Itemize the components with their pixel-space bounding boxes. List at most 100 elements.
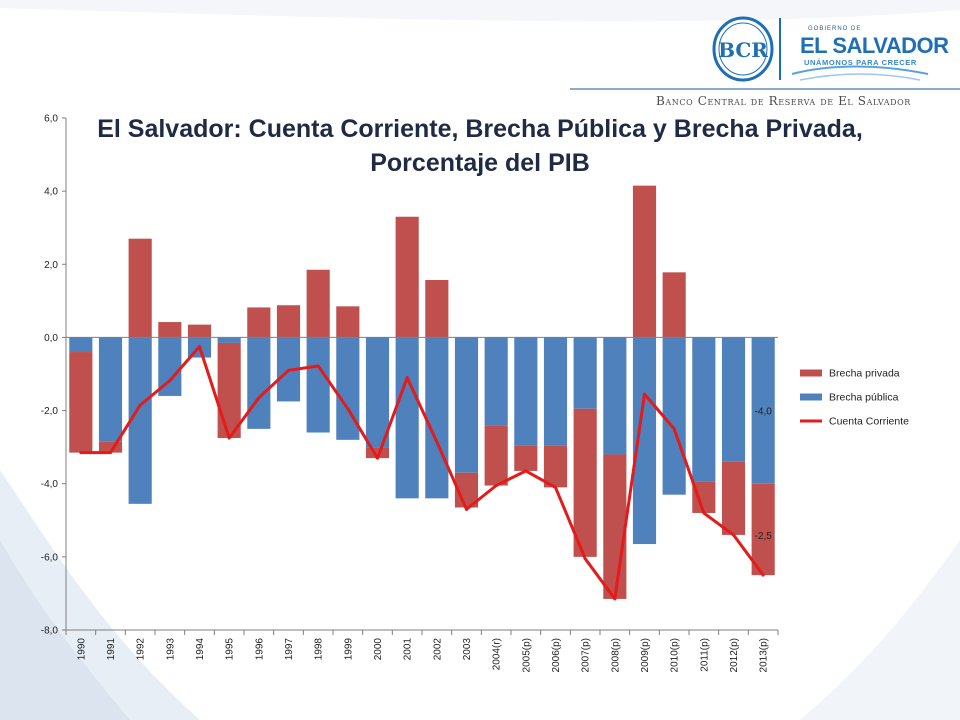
x-tick-label: 2006(p) [551,638,562,672]
bar-brecha-publica [484,337,508,426]
bar-brecha-privada [336,306,360,338]
legend-label: Cuenta Corriente [829,416,909,428]
bar-brecha-publica [454,337,479,473]
point-cuenta-corriente [583,557,587,561]
x-tick-label: 1993 [165,638,176,661]
bar-brecha-privada [217,342,241,438]
point-cuenta-corriente [435,440,439,444]
gov-tagline: UNÁMONOS PARA CRECER [804,58,917,67]
point-cuenta-corriente [346,407,350,411]
bar-brecha-privada [692,481,716,513]
x-tick-label: 2011(p) [699,638,710,672]
bar-brecha-privada [543,445,568,488]
data-annotation: -4,0 [755,407,773,418]
y-tick-label: -6,0 [41,552,59,563]
bcr-logo: BCR [712,16,774,82]
point-cuenta-corriente [494,484,498,488]
x-tick-label: 1990 [76,638,87,661]
x-tick-label: 1996 [254,638,265,661]
x-tick-label: 2001 [403,638,414,661]
x-tick-label: 2008(p) [610,638,621,672]
bar-brecha-privada [514,445,538,471]
point-cuenta-corriente [79,451,83,455]
x-tick-label: 1998 [314,638,325,661]
y-axis: -8,0 -6,0 -4,0 -2,0 0,0 2,0 4,0 6,0 [41,114,67,637]
point-cuenta-corriente [405,376,409,380]
x-tick-label: 1992 [136,638,147,661]
point-cuenta-corriente [554,485,557,489]
bar-brecha-privada [484,425,508,486]
bar-brecha-publica [425,337,449,499]
bar-brecha-publica [573,337,597,409]
x-tick-label: 2000 [373,638,384,661]
point-cuenta-corriente [643,392,646,396]
chart-title: El Salvador: Cuenta Corriente, Brecha Pú… [40,112,920,180]
point-cuenta-corriente [316,364,320,368]
bar-brecha-publica [247,337,271,429]
y-tick-label: -2,0 [41,406,59,417]
x-tick-label: 2009(p) [640,638,651,672]
point-cuenta-corriente [465,507,468,511]
x-tick-label: 2012(p) [729,638,740,672]
point-cuenta-corriente [732,533,735,537]
bar-brecha-publica [395,337,419,499]
y-tick-label: 0,0 [44,333,58,344]
x-tick-label: 2002 [432,638,443,661]
bar-brecha-privada [573,408,597,557]
point-cuenta-corriente [198,345,201,349]
swoosh-icon [791,65,929,81]
bar-brecha-privada [365,447,390,459]
bar-brecha-privada [306,269,330,338]
bar-brecha-privada [603,454,627,599]
logo-divider [779,18,781,80]
bar-brecha-publica [336,337,360,440]
bar-brecha-publica [603,337,627,455]
legend-label: Brecha privada [829,368,900,380]
bar-brecha-publica [69,337,93,353]
x-tick-label: 2010(p) [670,638,681,672]
legend-swatch-brecha-privada [800,369,822,377]
bar-brecha-publica [306,337,330,433]
point-cuenta-corriente [168,379,172,383]
bar-brecha-privada [98,441,123,453]
x-tick-label: 1999 [343,638,354,661]
bar-brecha-privada [187,324,212,338]
point-cuenta-corriente [376,456,379,460]
bar-brecha-privada [158,322,182,338]
data-annotation: -2,5 [755,531,773,542]
bar-brecha-privada [425,280,449,338]
bar-brecha-privada [395,216,419,338]
x-tick-label: 2004(r) [492,638,503,670]
point-cuenta-corriente [613,597,617,601]
y-tick-label: 4,0 [44,187,58,198]
line-cuenta-corriente [80,345,765,601]
bar-brecha-privada [247,307,271,338]
bars [69,185,775,599]
bar-brecha-privada [751,483,775,576]
point-cuenta-corriente [138,403,142,407]
chart-title-line-2: Porcentaje del PIB [370,149,590,177]
point-cuenta-corriente [109,451,112,455]
gov-name: EL SALVADOR [800,33,949,58]
x-tick-label: 1995 [225,638,236,661]
point-cuenta-corriente [287,368,290,372]
y-tick-label: 2,0 [44,260,58,271]
header-rule [570,88,960,90]
bar-brecha-publica [662,337,686,495]
point-cuenta-corriente [702,511,706,515]
bar-brecha-publica [514,337,538,446]
x-tick-label: 2005(p) [521,638,532,672]
y-tick-label: -4,0 [41,479,59,490]
bar-brecha-publica [128,337,152,504]
logo-text: BCR [718,38,768,62]
gov-small-label: GOBIERNO DE [808,26,862,32]
legend-label: Brecha pública [829,392,899,404]
bar-brecha-privada [632,185,657,338]
legend-swatch-brecha-publica [800,393,822,401]
bar-brecha-publica [692,337,716,482]
bar-brecha-publica [721,337,746,462]
header-band [0,0,960,22]
bar-brecha-privada [662,272,686,338]
annotations: -4,0 -2,5 [755,407,773,542]
x-axis: 1990 1991 1992 1993 1994 1995 1996 1997 1998 1999… [65,336,779,672]
